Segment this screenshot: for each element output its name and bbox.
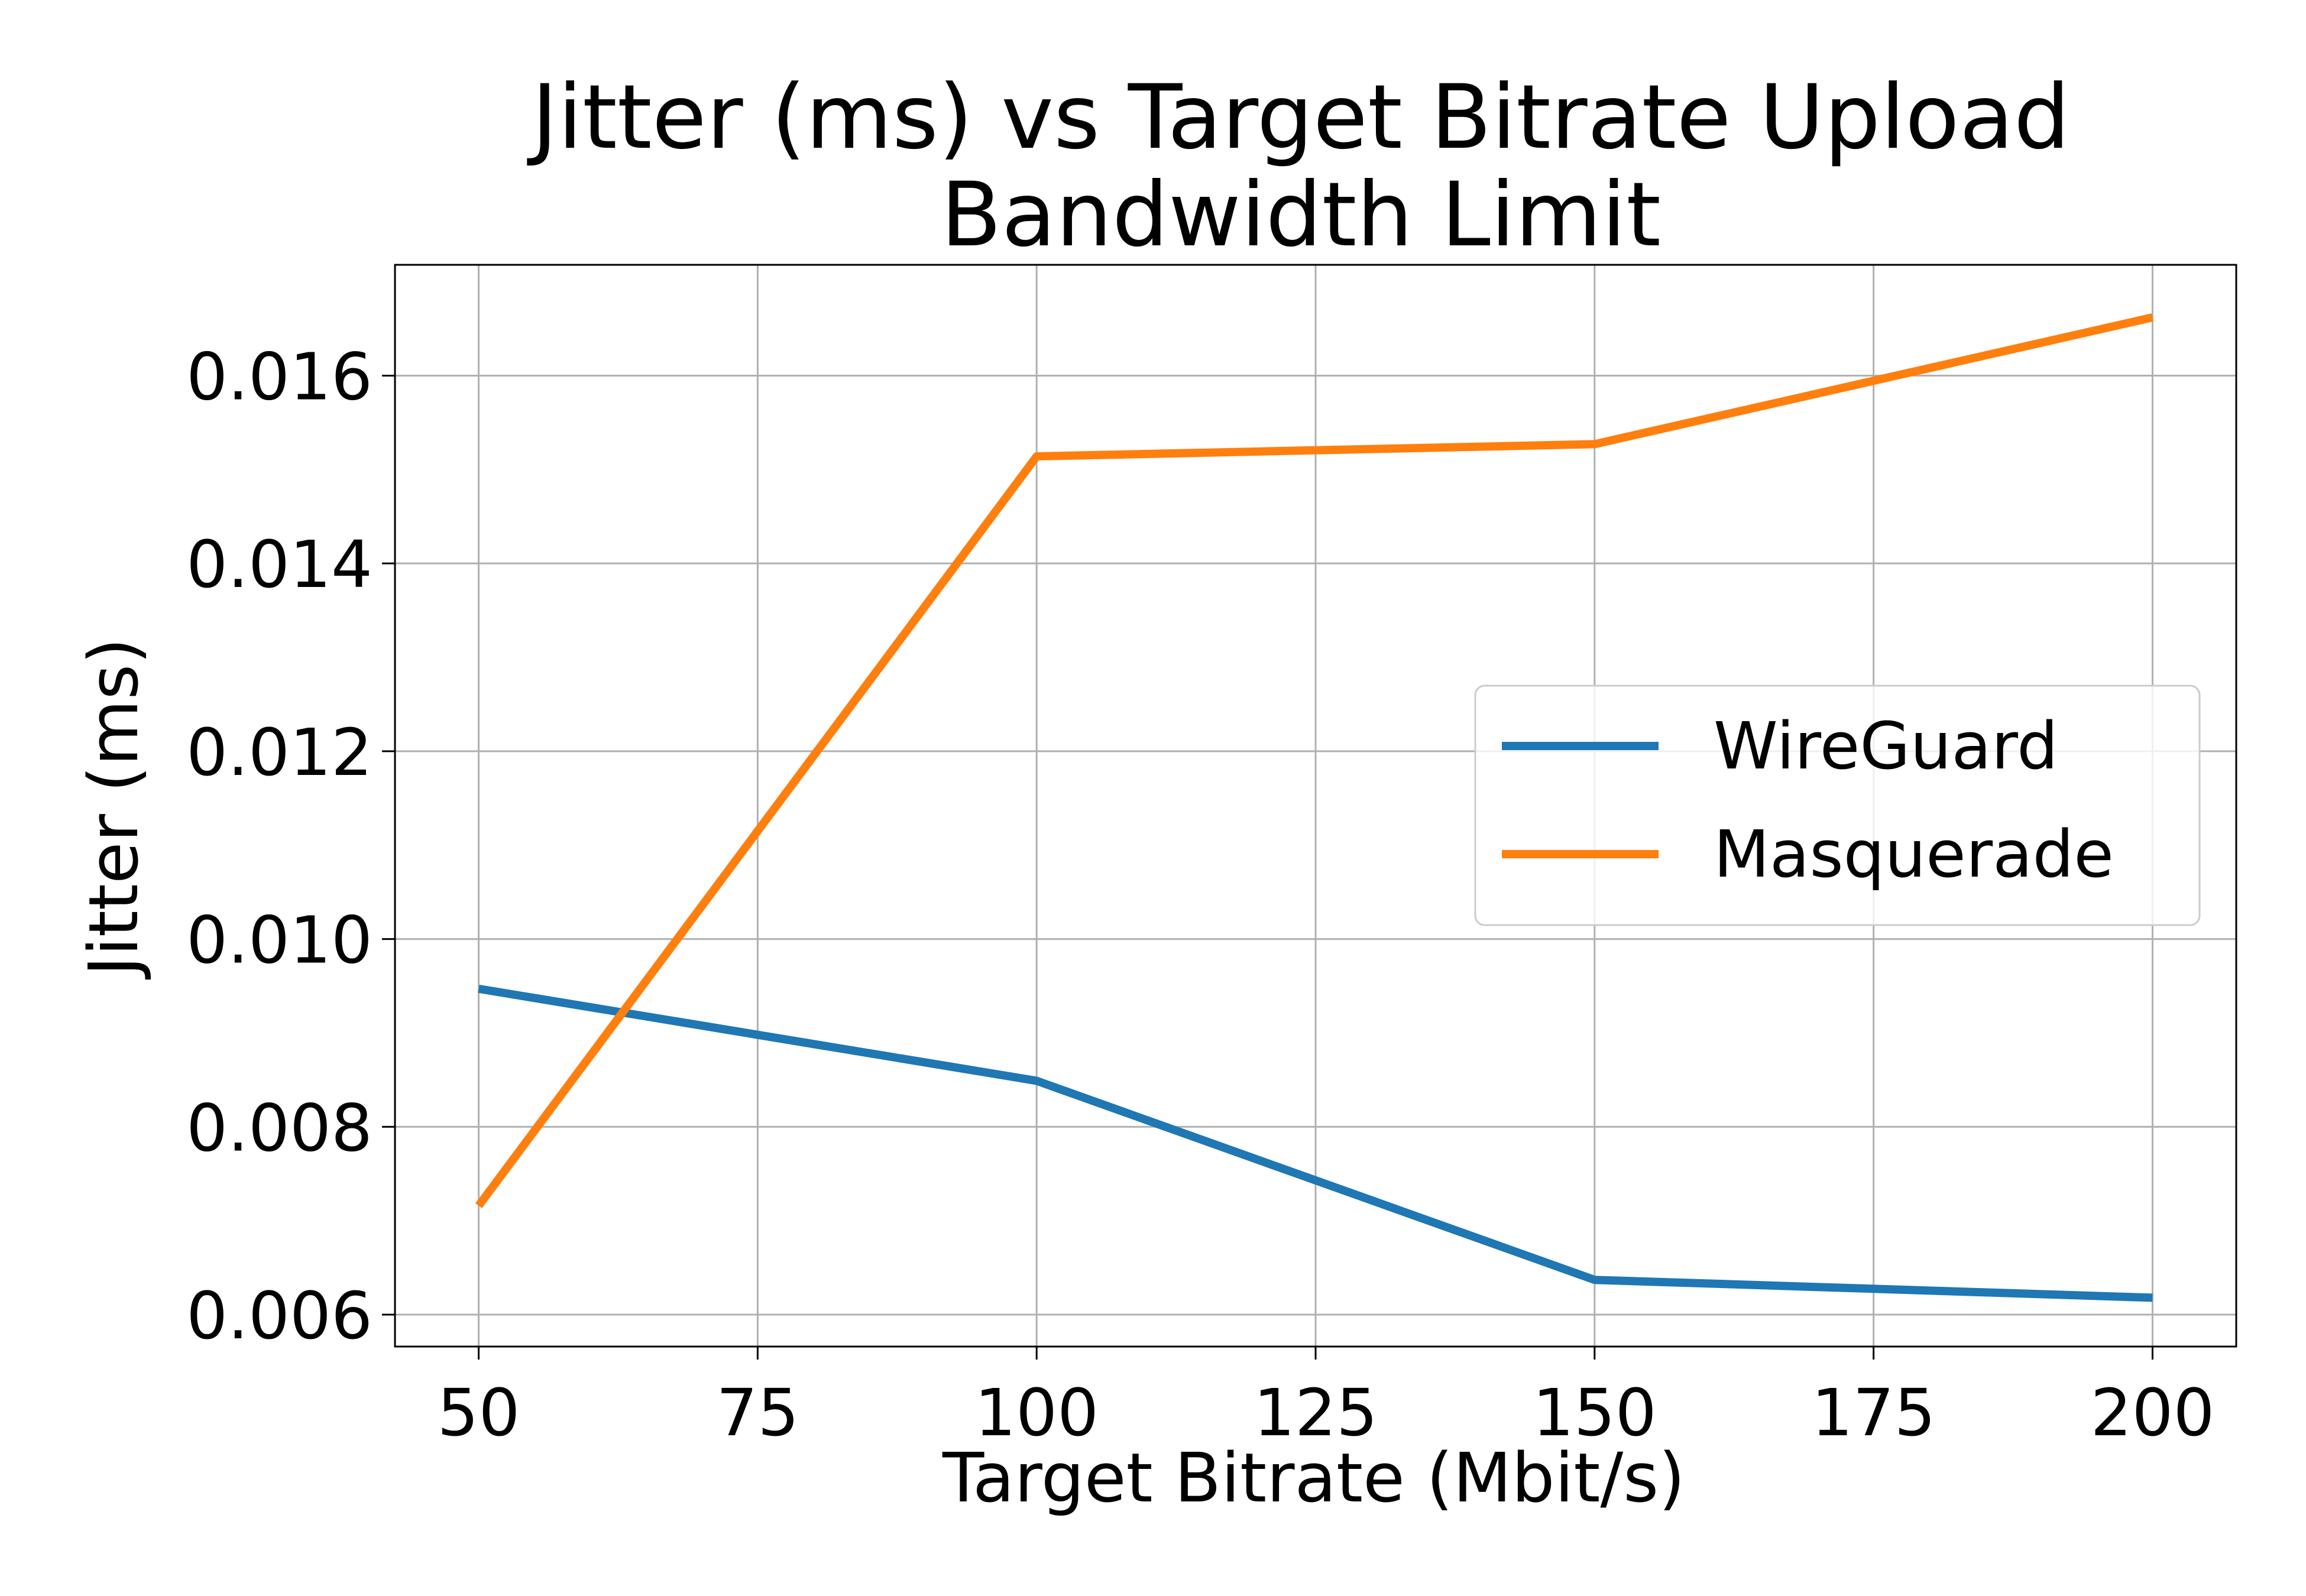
x-tick-label-50: 50	[438, 1375, 520, 1451]
x-axis-ticks: 50 75 100 125 150 175 200	[438, 1347, 2214, 1451]
x-axis-label: Target Bitrate (Mbit/s)	[942, 1439, 1685, 1518]
legend-label-masquerade: Masquerade	[1714, 816, 2114, 892]
y-tick-label-4: 0.014	[186, 527, 373, 602]
y-axis-ticks: 0.006 0.008 0.010 0.012 0.014 0.016	[186, 339, 395, 1354]
y-tick-label-0: 0.006	[186, 1278, 373, 1354]
x-tick-label-175: 175	[1812, 1375, 1936, 1451]
x-tick-label-150: 150	[1533, 1375, 1657, 1451]
x-tick-label-75: 75	[716, 1375, 799, 1451]
series-line-masquerade	[475, 313, 2154, 1208]
plot-series	[475, 313, 2154, 1302]
legend-label-wireguard: WireGuard	[1714, 708, 2058, 784]
y-tick-label-5: 0.016	[186, 339, 373, 414]
y-tick-label-2: 0.010	[186, 903, 373, 978]
y-tick-label-1: 0.008	[186, 1090, 373, 1166]
x-tick-label-200: 200	[2090, 1375, 2214, 1451]
x-tick-label-100: 100	[974, 1375, 1099, 1451]
chart-title-line-2: Bandwidth Limit	[941, 164, 1661, 267]
series-line-wireguard	[478, 984, 2153, 1302]
y-axis-label: Jitter (ms)	[75, 638, 154, 979]
chart-title-line-1: Jitter (ms) vs Target Bitrate Upload	[527, 66, 2070, 169]
legend: WireGuard Masquerade	[1474, 685, 2201, 926]
x-tick-label-125: 125	[1254, 1375, 1378, 1451]
y-tick-label-3: 0.012	[186, 715, 373, 790]
chart-title: Jitter (ms) vs Target Bitrate Upload Ban…	[527, 66, 2070, 267]
